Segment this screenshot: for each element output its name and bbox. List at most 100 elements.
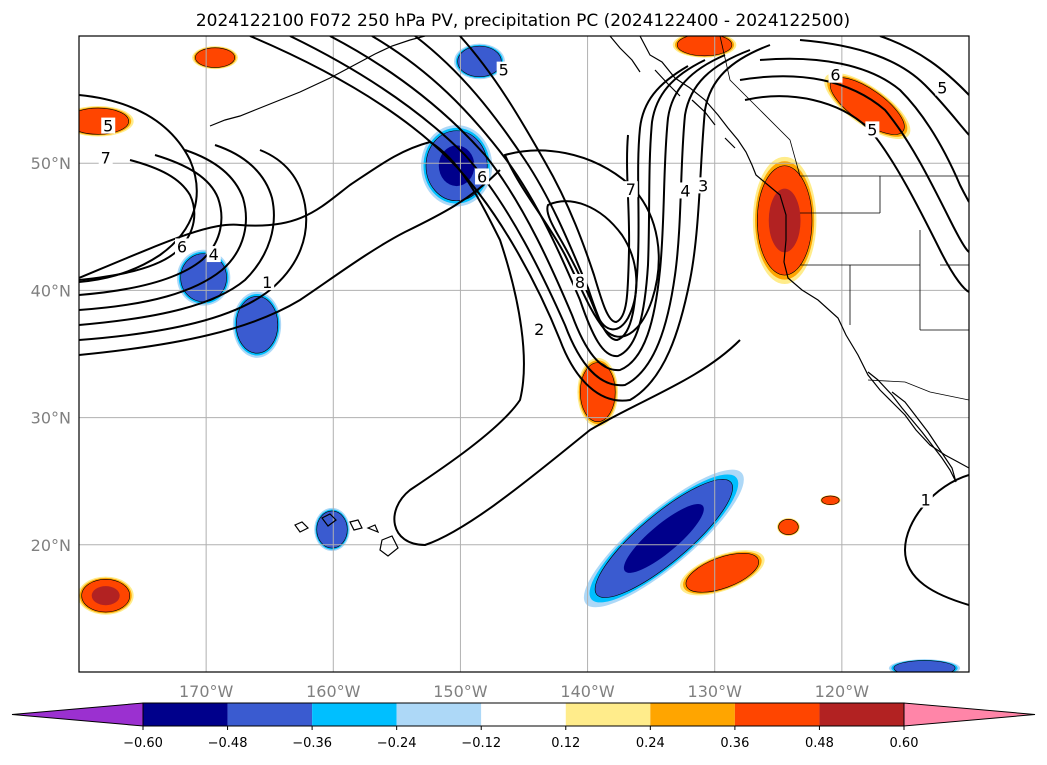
pv-contour-label: 5 xyxy=(867,120,877,139)
precip-ring xyxy=(676,36,733,57)
pv-contour-trough-2 xyxy=(289,36,751,387)
colorbar-tick-label: 0.36 xyxy=(720,736,749,751)
pv-label-bg xyxy=(935,79,950,96)
precip-region-alaska-pos xyxy=(672,36,737,58)
pv-label-bg xyxy=(98,149,113,166)
pv-contour-trough-3 xyxy=(329,36,726,372)
precip-region-aleutian-pos xyxy=(192,46,238,70)
coastline-alaska-islands xyxy=(609,36,736,149)
pv-contour-8-loop xyxy=(546,200,638,331)
pv-contour-west-c xyxy=(79,144,275,326)
precip-ring xyxy=(893,660,956,672)
pv-contour-label: 1 xyxy=(262,273,272,292)
precip-ring xyxy=(79,107,129,135)
pv-contour-west-a xyxy=(79,169,501,356)
colorbar-segment xyxy=(565,703,651,726)
lat-tick-label: 20°N xyxy=(31,536,71,555)
colorbar-tick-label: 0.48 xyxy=(805,736,834,751)
precip-region-trop-pos xyxy=(680,550,765,596)
latitude-tick-labels: 20°N 30°N 40°N 50°N xyxy=(31,154,71,555)
border-us-mexico xyxy=(867,379,969,401)
colorbar-tick-label: 0.12 xyxy=(551,736,580,751)
pv-label-bg xyxy=(918,491,933,508)
precip-ring xyxy=(623,504,704,573)
precip-region-sw-pos xyxy=(79,576,134,615)
precip-ring xyxy=(457,45,502,78)
pv-contour-east-3 xyxy=(759,57,969,203)
pv-label-bg xyxy=(828,66,843,83)
pv-contour-label: 8 xyxy=(575,273,585,292)
coastline-baja xyxy=(867,371,957,483)
precip-ring xyxy=(778,519,799,535)
precip-region-west-neg-2 xyxy=(232,291,282,358)
pv-contour-7-loop xyxy=(503,149,660,338)
colorbar-tick-label: −0.36 xyxy=(292,736,332,751)
colorbar-extend-high xyxy=(903,702,1036,727)
pv-label-bg xyxy=(174,238,189,255)
lon-tick-label: 140°W xyxy=(560,682,615,701)
state-borders xyxy=(800,176,969,331)
pv-contour-label: 4 xyxy=(680,181,690,200)
colorbar-tick-label: −0.24 xyxy=(377,736,417,751)
pv-contour-label: 7 xyxy=(626,180,636,199)
precip-region-se-neg xyxy=(888,659,961,672)
pv-contour-trough-1 xyxy=(249,36,771,402)
pv-contour-label: 4 xyxy=(209,245,219,264)
pv-contour-trough-4 xyxy=(371,36,706,358)
longitude-tick-labels: 170°W 160°W 150°W 140°W 130°W 120°W xyxy=(179,682,869,701)
coastline-aleutians xyxy=(209,36,426,127)
pv-label-bg xyxy=(572,274,587,291)
precip-ring xyxy=(195,47,236,68)
pv-label-bg xyxy=(206,246,221,263)
precip-region-small-pos-1 xyxy=(777,518,800,536)
colorbar-segment xyxy=(396,703,482,726)
colorbar-frame xyxy=(142,702,905,727)
colorbar-tick-label: −0.12 xyxy=(461,736,501,751)
pv-label-bg xyxy=(678,182,693,199)
pv-contour-trough-6 xyxy=(459,36,631,324)
pv-contour-label: 6 xyxy=(177,237,187,256)
gridlines xyxy=(79,36,969,672)
lat-tick-label: 30°N xyxy=(31,409,71,428)
pv-contour-west-f xyxy=(79,159,196,281)
border-alaska-canada xyxy=(719,36,801,177)
pv-label-bg xyxy=(623,181,638,198)
colorbar-tick-label: 0.24 xyxy=(636,736,665,751)
pv-contour-1 xyxy=(79,140,741,547)
political-borders xyxy=(719,36,969,401)
pv-label-bg xyxy=(496,61,511,78)
pv-contour-east-5 xyxy=(879,36,969,96)
lon-tick-label: 130°W xyxy=(688,682,743,701)
pv-contour-label: 5 xyxy=(103,117,113,136)
colorbar-segment xyxy=(650,703,735,726)
pv-contour-west-e xyxy=(79,154,223,296)
pv-contour-se xyxy=(903,474,969,606)
pv-label-bg xyxy=(475,168,490,185)
precip-region-westedge-pos xyxy=(79,105,134,137)
precip-ring xyxy=(685,553,759,593)
pv-contour-nw-edge xyxy=(79,94,198,283)
pv-contour-trough-5 xyxy=(414,36,689,342)
lat-tick-label: 50°N xyxy=(31,154,71,173)
precip-region-subtrop-neg xyxy=(583,469,744,608)
precip-region-aleutian-neg xyxy=(454,43,505,80)
precip-ring xyxy=(235,296,279,354)
pv-contours xyxy=(79,36,969,606)
colorbar-segment xyxy=(819,703,904,726)
pv-label-bg xyxy=(260,274,275,291)
precip-ring xyxy=(821,495,840,505)
precip-region-coast-pos xyxy=(752,156,817,285)
map-frame xyxy=(78,35,970,673)
colorbar-tick-label: 0.60 xyxy=(890,736,919,751)
coastline-hawaii xyxy=(294,513,399,557)
precip-ring xyxy=(768,188,801,253)
pv-contour-label: 6 xyxy=(830,66,840,85)
pv-contour-east-4 xyxy=(799,39,969,136)
pv-contour-east-2 xyxy=(739,75,969,253)
pv-label-bg xyxy=(696,177,711,194)
colorbar-tick-label: −0.60 xyxy=(123,736,163,751)
lon-tick-label: 170°W xyxy=(179,682,234,701)
